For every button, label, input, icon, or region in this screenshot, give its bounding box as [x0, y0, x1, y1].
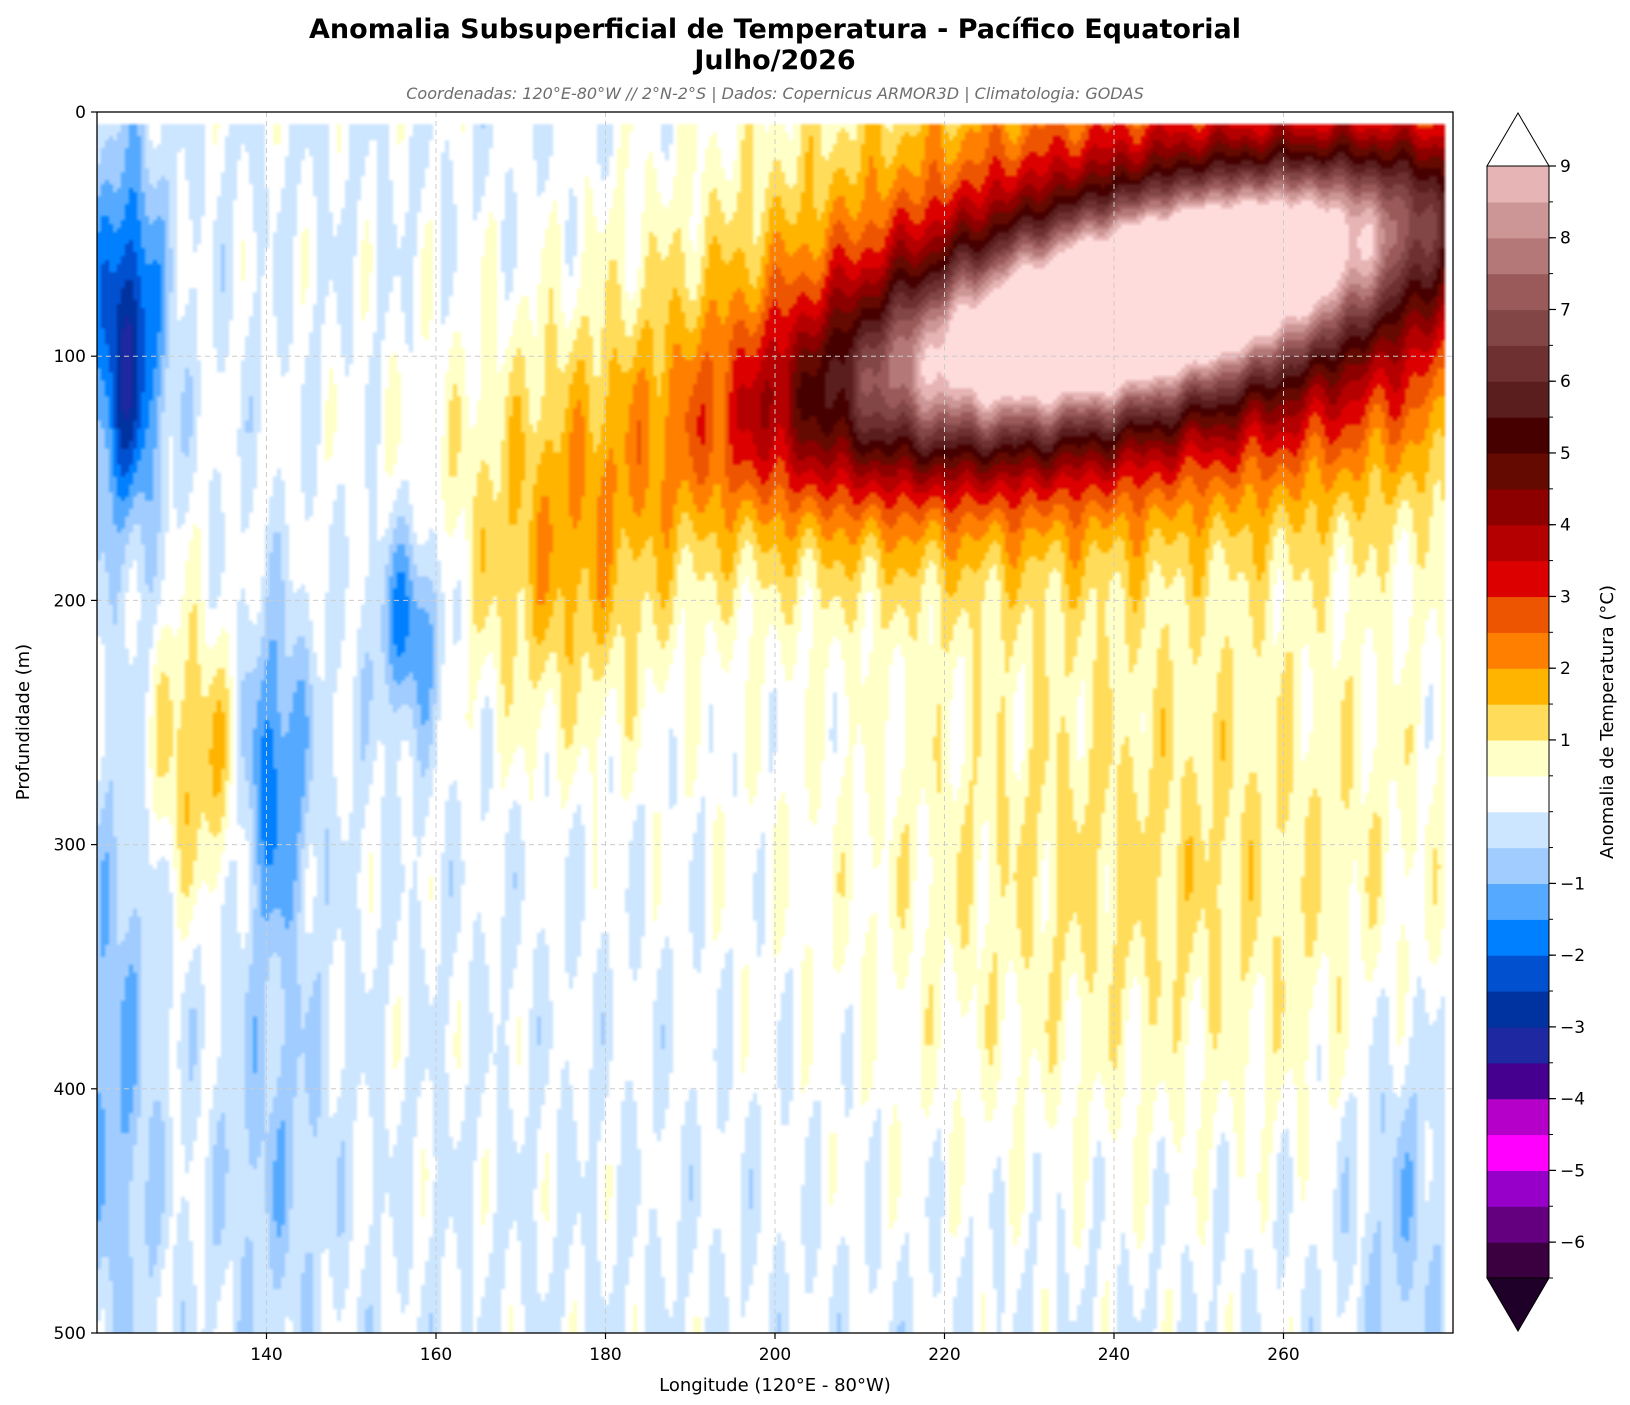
colorbar-label: Anomalia de Temperatura (°C) [1597, 585, 1618, 859]
x-tick-label: 160 [420, 1345, 452, 1365]
colorbar-tick-label: 9 [1560, 157, 1571, 177]
colorbar-tick-label: 2 [1560, 659, 1571, 679]
x-tick-label: 140 [250, 1345, 282, 1365]
y-tick-label: 200 [54, 591, 86, 611]
colorbar-tick-label: 3 [1560, 587, 1571, 607]
colorbar-segment [1487, 739, 1549, 777]
colorbar-segment [1487, 919, 1549, 956]
gridlines [97, 112, 1453, 1333]
colorbar-extend-max [1486, 112, 1550, 167]
x-tick-label: 180 [589, 1345, 621, 1365]
chart-title-line2: Julho/2026 [692, 45, 855, 76]
colorbar-segment [1487, 166, 1549, 203]
colorbar-segment [1487, 452, 1549, 490]
y-tick-label: 500 [54, 1324, 86, 1344]
y-tick-label: 0 [75, 103, 86, 123]
colorbar-segment [1487, 524, 1549, 562]
y-tick-label: 400 [54, 1080, 86, 1100]
colorbar-segment [1487, 811, 1549, 849]
colorbar-tick-label: 4 [1560, 516, 1571, 536]
colorbar-segment [1487, 345, 1549, 382]
colorbar-segment [1487, 560, 1549, 598]
colorbar-segment [1487, 1098, 1549, 1136]
colorbar-tick-label: −6 [1560, 1233, 1585, 1253]
colorbar-segment [1487, 273, 1549, 311]
colorbar-segment [1487, 488, 1549, 526]
chart-subtitle: Coordenadas: 120°E-80°W // 2°N-2°S | Dad… [406, 84, 1143, 103]
colorbar-segment [1487, 704, 1549, 741]
colorbar-segment [1487, 1170, 1549, 1207]
colorbar-tick-label: 7 [1560, 300, 1571, 320]
colorbar-segment [1487, 883, 1549, 920]
colorbar-tick-label: 6 [1560, 372, 1571, 392]
colorbar-tick-label: 1 [1560, 731, 1571, 751]
colorbar-segment [1487, 417, 1549, 454]
colorbar-tick-label: −3 [1560, 1018, 1585, 1038]
x-tick-label: 200 [759, 1345, 791, 1365]
colorbar-segment [1487, 632, 1549, 669]
x-tick-label: 240 [1098, 1345, 1130, 1365]
colorbar-tick-label: −5 [1560, 1161, 1585, 1181]
colorbar-segment [1487, 668, 1549, 705]
colorbar-segment [1487, 237, 1549, 275]
colorbar-segment [1487, 847, 1549, 885]
colorbar-segment [1487, 201, 1549, 239]
colorbar-segment [1487, 955, 1549, 992]
colorbar-segment [1487, 381, 1549, 418]
colorbar-segment [1487, 1134, 1549, 1171]
plot-area [96, 111, 1454, 1334]
colorbar-extend-min [1486, 1277, 1550, 1332]
colorbar-tick-label: −4 [1560, 1090, 1585, 1110]
colorbar-segment [1487, 596, 1549, 633]
colorbar-tick-label: −1 [1560, 874, 1585, 894]
colorbar-frame [1486, 165, 1550, 1279]
colorbar-segment [1487, 1062, 1549, 1100]
x-axis: 140 160 180 200 220 240 260 [250, 1333, 1300, 1365]
x-axis-label: Longitude (120°E - 80°W) [659, 1375, 891, 1396]
colorbar-segment [1487, 1026, 1549, 1064]
colorbar: 9 8 7 6 5 4 3 2 1 −1 −2 −3 −4 −5 −6 [1486, 112, 1585, 1332]
colorbar-tick-label: 8 [1560, 229, 1571, 249]
y-tick-label: 100 [54, 347, 86, 367]
y-axis-label: Profundidade (m) [13, 644, 34, 800]
colorbar-segment [1487, 309, 1549, 346]
x-tick-label: 220 [928, 1345, 960, 1365]
colorbar-segment [1487, 775, 1549, 813]
y-tick-label: 300 [54, 836, 86, 856]
colorbar-segment [1487, 991, 1549, 1028]
colorbar-tick-label: −2 [1560, 946, 1585, 966]
y-axis: 0 100 200 300 400 500 [54, 103, 97, 1344]
chart-title: Anomalia Subsuperficial de Temperatura -… [309, 14, 1241, 45]
colorbar-segment [1487, 1242, 1549, 1279]
colorbar-tick-label: 5 [1560, 444, 1571, 464]
colorbar-segment [1487, 1206, 1549, 1243]
x-tick-label: 260 [1267, 1345, 1299, 1365]
